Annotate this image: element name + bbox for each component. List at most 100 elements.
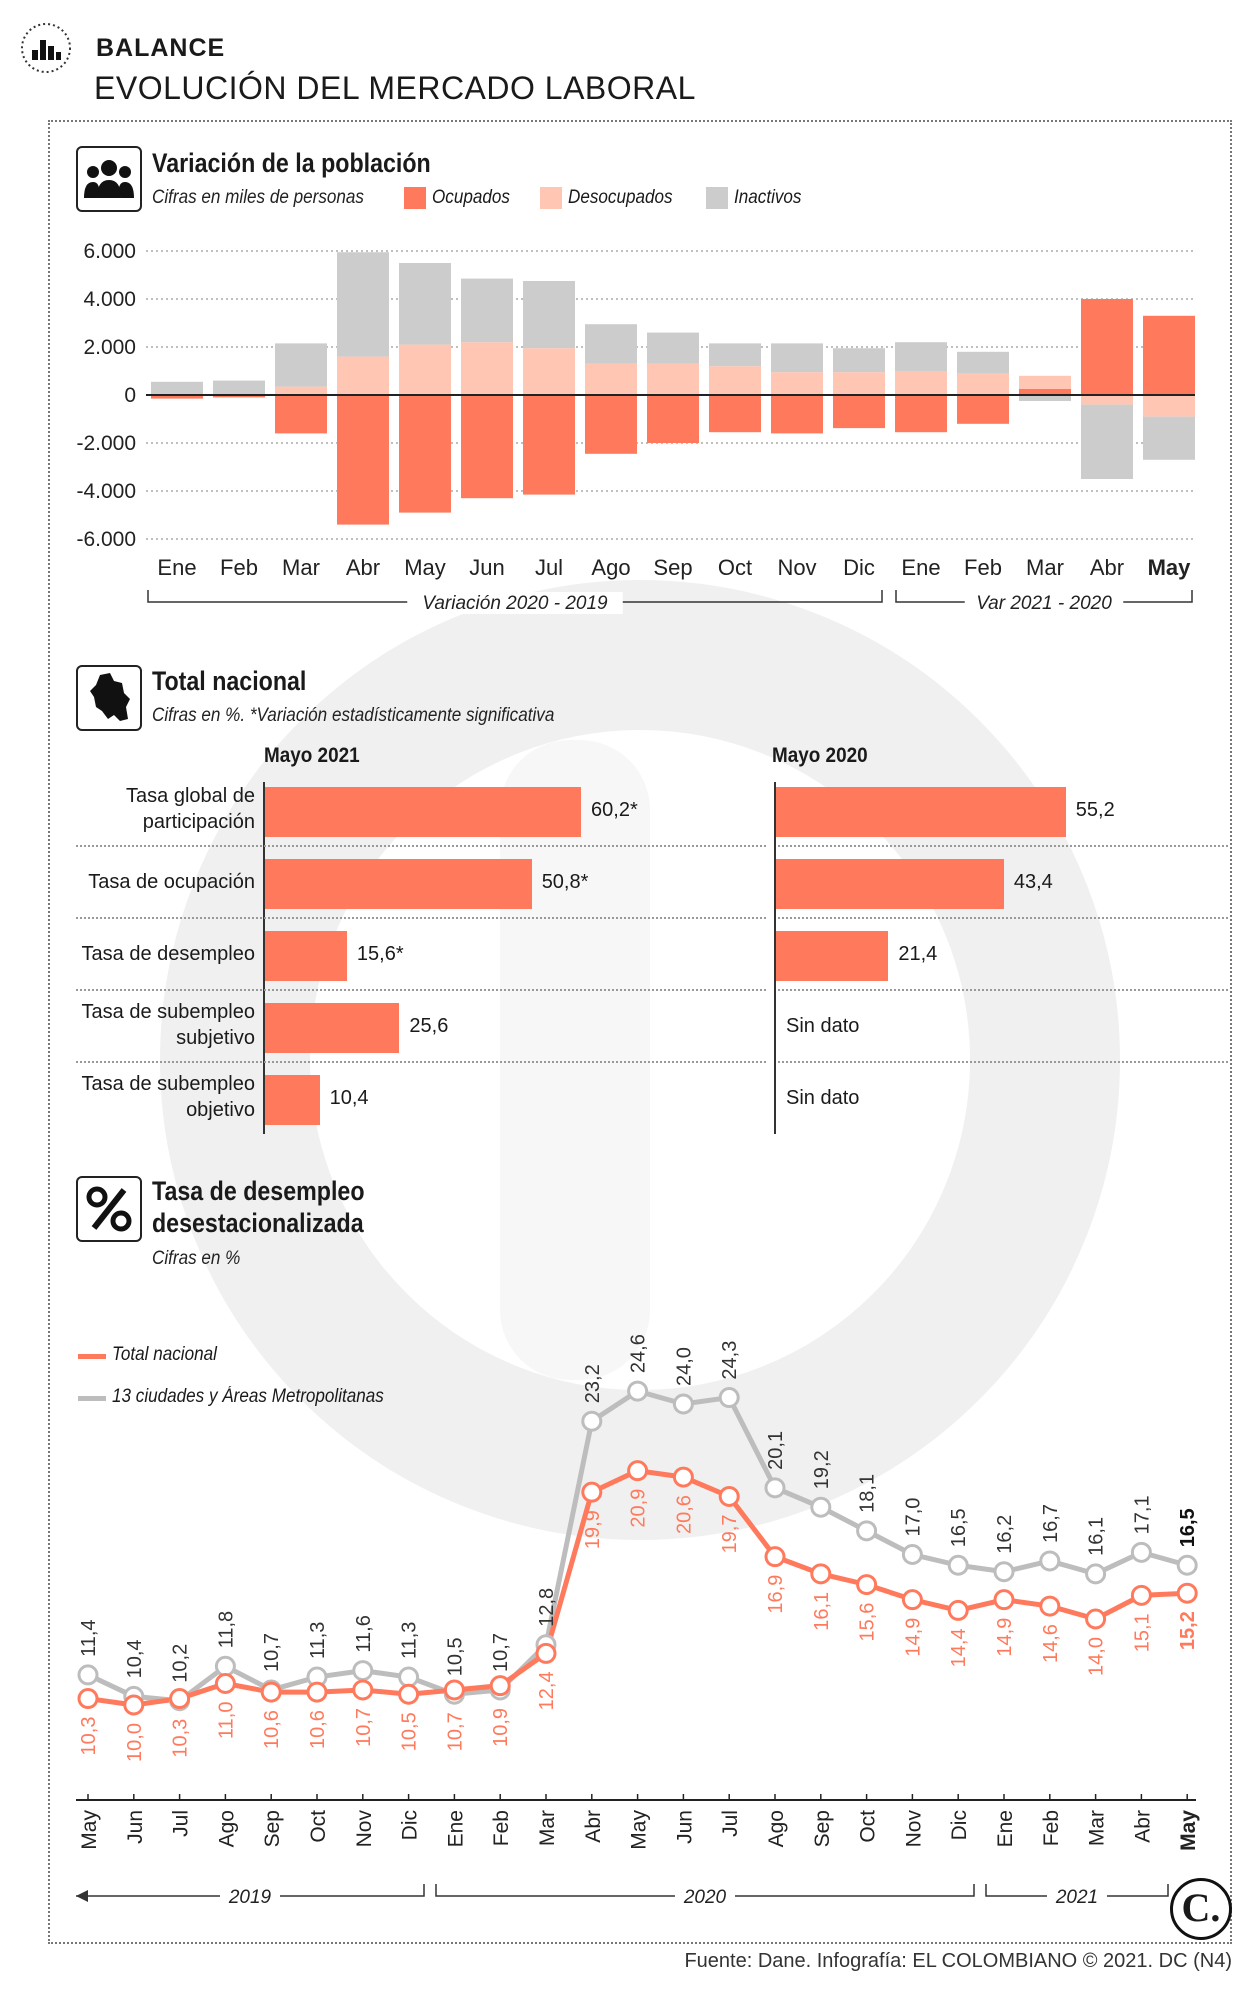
- bar-2020: [776, 859, 1004, 909]
- point-cities: [764, 1477, 786, 1499]
- point-cities: [77, 1664, 99, 1686]
- label-total: 10,6: [261, 1710, 283, 1749]
- population-bar-chart: 6.000 4.000 2.000 0 -2.000 -4.000 -6.000 Ene Feb…: [76, 240, 1195, 614]
- y-tick-label: -6.000: [76, 528, 136, 551]
- x-tick-label: Feb: [490, 1810, 513, 1846]
- legend-swatch-ocupados: [404, 187, 426, 209]
- label-total: 14,9: [994, 1618, 1016, 1657]
- bar-desocupados: [585, 363, 637, 395]
- legend-swatch-inactivos: [706, 187, 728, 209]
- label-cities: 11,8: [215, 1611, 237, 1648]
- year-2021-label-bg: [1047, 1885, 1107, 1907]
- x-tick-label: Abr: [1131, 1810, 1154, 1843]
- x-tick-label: Mar: [536, 1810, 559, 1846]
- bar-2021: [265, 1003, 400, 1053]
- y-tick-label: 6.000: [83, 240, 136, 263]
- label-total: 20,6: [673, 1495, 695, 1534]
- label-cities: 18,1: [857, 1474, 879, 1513]
- row-label: Tasa de desempleo: [81, 943, 255, 965]
- x-tick-label: Ene: [901, 555, 940, 580]
- point-total: [1085, 1608, 1107, 1630]
- x-tick-label: Abr: [582, 1810, 605, 1843]
- point-total: [260, 1681, 282, 1703]
- year-2019-label: 2019: [228, 1887, 272, 1908]
- label-total: 20,9: [628, 1489, 650, 1528]
- label-total: 10,3: [78, 1717, 100, 1756]
- label-cities: 10,2: [170, 1644, 192, 1683]
- label-total: 10,7: [444, 1712, 466, 1751]
- legend-label-cities: 13 ciudades y Áreas Metropolitanas: [112, 1386, 384, 1407]
- point-total: [581, 1481, 603, 1503]
- point-total: [993, 1589, 1015, 1611]
- year-2019-arrow: [76, 1890, 88, 1902]
- value-2021: 25,6: [409, 1015, 449, 1037]
- label-total: 14,6: [1040, 1624, 1062, 1663]
- value-2021: 10,4: [329, 1087, 369, 1109]
- point-total: [214, 1673, 236, 1694]
- legend-label-total: Total nacional: [112, 1344, 217, 1365]
- x-tick-label: Ago: [215, 1810, 238, 1847]
- point-cities: [1085, 1563, 1107, 1585]
- label-cities: 10,4: [124, 1639, 146, 1678]
- label-total: 19,7: [719, 1514, 741, 1553]
- x-tick-label: Jun: [673, 1810, 696, 1844]
- bar-inactivos: [771, 343, 823, 373]
- x-tick-label: Dic: [843, 555, 875, 580]
- bar-inactivos: [709, 343, 761, 367]
- x-tick-label: May: [1148, 555, 1192, 580]
- bar-2021: [265, 1075, 320, 1125]
- bar-2021: [265, 859, 532, 909]
- point-total: [856, 1574, 878, 1596]
- x-tick-label: Dic: [948, 1810, 971, 1840]
- label-cities: 24,6: [628, 1334, 650, 1373]
- point-cities: [718, 1387, 740, 1409]
- point-cities: [1039, 1550, 1061, 1572]
- point-total: [627, 1460, 649, 1482]
- bar-inactivos: [1143, 416, 1195, 460]
- footer-source: Fuente: Dane. Infografía: EL COLOMBIANO …: [684, 1950, 1232, 1972]
- bar-desocupados: [337, 356, 389, 395]
- point-cities: [1176, 1554, 1198, 1576]
- label-cities: 16,2: [994, 1515, 1016, 1554]
- label-total: 15,6: [857, 1603, 879, 1642]
- value-2020: 43,4: [1013, 871, 1053, 893]
- bar-ocupados: [647, 395, 699, 443]
- label-cities: 10,7: [261, 1633, 283, 1672]
- legend-swatch-desocupados: [540, 187, 562, 209]
- bar-desocupados: [461, 342, 513, 395]
- label-cities: 24,0: [673, 1347, 695, 1386]
- point-total: [489, 1675, 511, 1697]
- group-2020-2019-label: Variación 2020 - 2019: [422, 593, 608, 614]
- label-total: 10,5: [399, 1712, 421, 1751]
- label-cities: 17,1: [1131, 1495, 1153, 1534]
- label-cities: 19,2: [811, 1450, 833, 1489]
- bar-inactivos: [151, 381, 203, 395]
- x-tick-label: Abr: [1090, 555, 1124, 580]
- bar-2020: [776, 787, 1066, 837]
- value-2020: 55,2: [1075, 799, 1115, 821]
- y-tick-label: 0: [124, 384, 136, 407]
- x-tick-label: Feb: [1040, 1810, 1063, 1846]
- label-cities: 20,1: [765, 1431, 787, 1470]
- point-total: [1130, 1584, 1152, 1606]
- bar-ocupados: [337, 395, 389, 525]
- people-icon: [76, 146, 142, 212]
- header-kicker: BALANCE: [96, 34, 226, 62]
- legend-line-cities: [78, 1396, 106, 1401]
- bar-2021: [265, 931, 347, 981]
- point-cities: [352, 1660, 374, 1682]
- bar-ocupados: [213, 395, 265, 398]
- value-2021: 60,2*: [591, 799, 638, 821]
- x-tick-label: Mar: [282, 555, 320, 580]
- row-separator: [778, 845, 1228, 847]
- bar-2020: [776, 931, 889, 981]
- bar-inactivos: [213, 380, 265, 395]
- label-cities: 16,7: [1040, 1504, 1062, 1543]
- row-separator: [778, 1061, 1228, 1063]
- x-tick-label: Sep: [653, 555, 692, 580]
- bar-desocupados: [399, 344, 451, 395]
- bar-ocupados: [399, 395, 451, 513]
- label-total: 10,3: [170, 1719, 192, 1758]
- x-tick-label: Mar: [1026, 555, 1064, 580]
- x-tick-label: May: [628, 1810, 651, 1850]
